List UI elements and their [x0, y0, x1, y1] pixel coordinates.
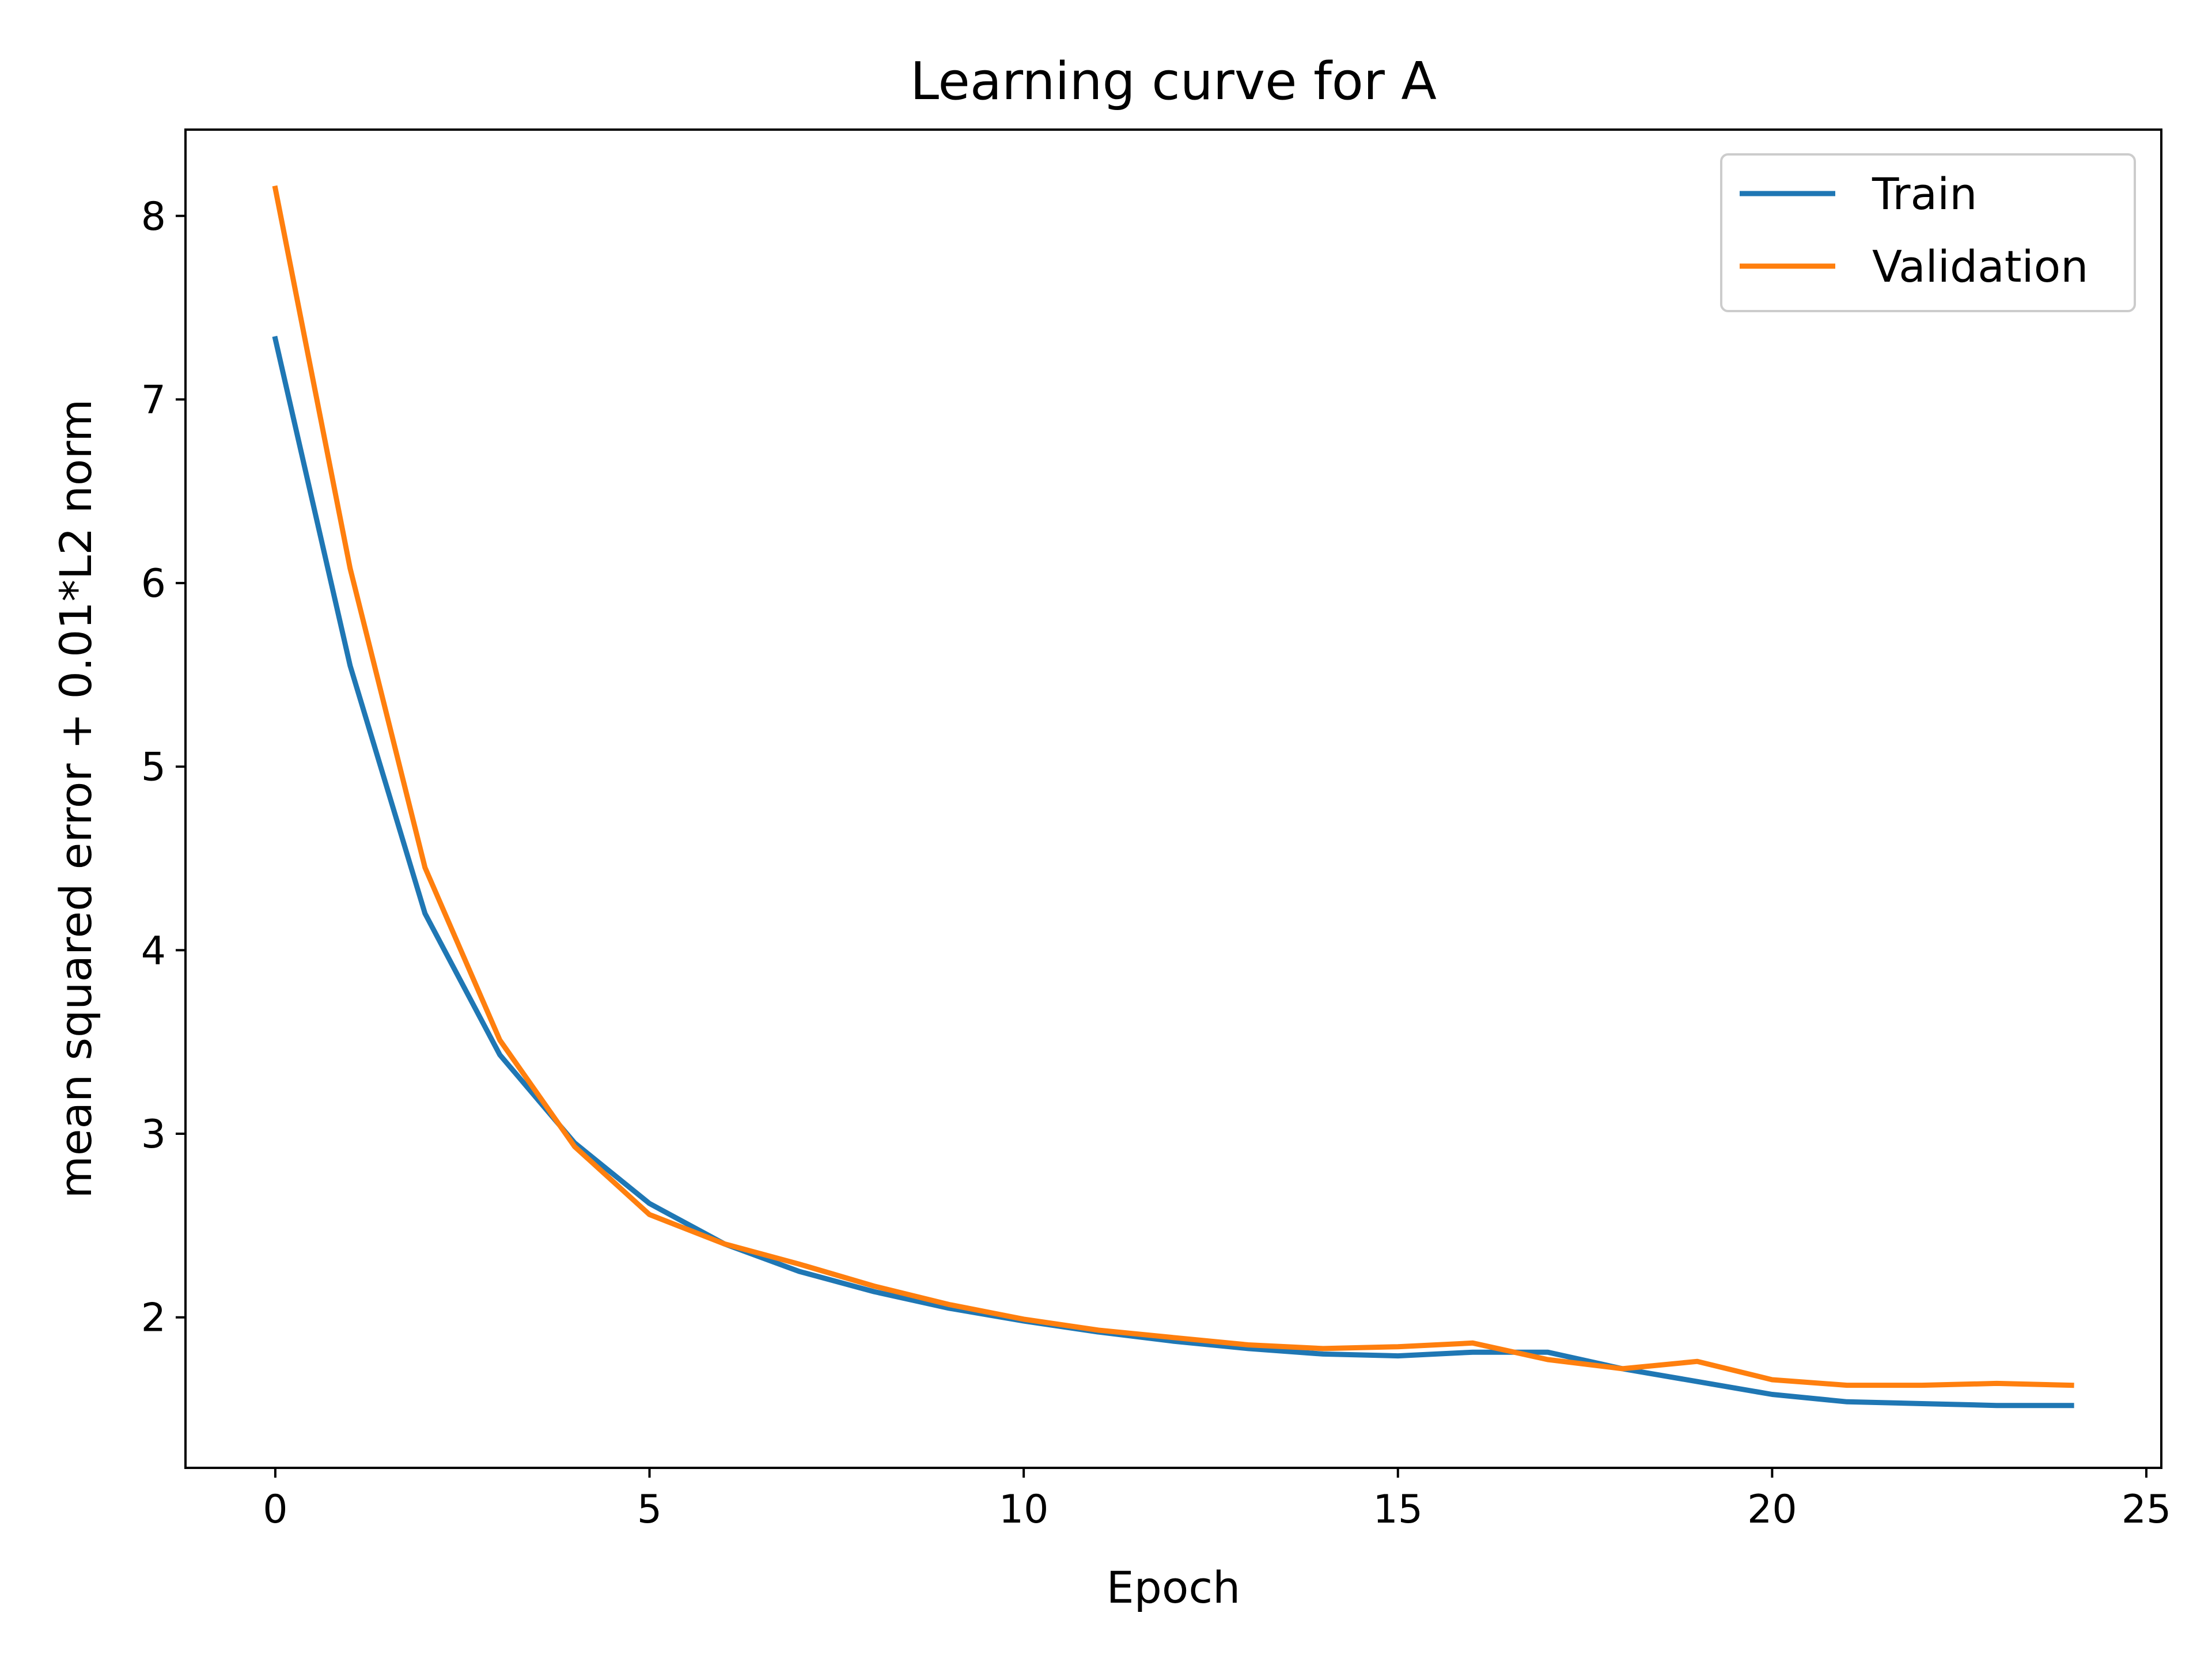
y-tick-label: 4: [141, 928, 166, 974]
legend-label-train: Train: [1872, 168, 1977, 219]
x-axis-title: Epoch: [1107, 1562, 1241, 1613]
plot-area: 0 5 10 15 20 25 2 3 4 5 6 7 8: [141, 128, 2172, 1532]
axes-frame: [184, 128, 2162, 1469]
x-tick-label: 15: [1373, 1487, 1423, 1532]
y-tick-label: 6: [141, 561, 166, 607]
x-tick-label: 20: [1747, 1487, 1797, 1532]
y-axis-title: mean squared error + 0.01*L2 norm: [50, 399, 101, 1199]
legend: Train Validation: [1720, 153, 2136, 312]
x-tick-label: 10: [999, 1487, 1049, 1532]
y-tick-label: 3: [141, 1112, 166, 1157]
y-tick-label: 5: [141, 745, 166, 790]
chart-title: Learning curve for A: [910, 51, 1437, 112]
y-tick-label: 7: [141, 377, 166, 423]
legend-label-validation: Validation: [1872, 241, 2088, 292]
y-tick-label: 2: [141, 1296, 166, 1341]
x-tick-label: 5: [637, 1487, 662, 1532]
x-tick-label: 0: [263, 1487, 287, 1532]
y-tick-label: 8: [141, 194, 166, 240]
x-tick-label: 25: [2122, 1487, 2172, 1532]
series-line-validation: [272, 185, 2074, 1388]
